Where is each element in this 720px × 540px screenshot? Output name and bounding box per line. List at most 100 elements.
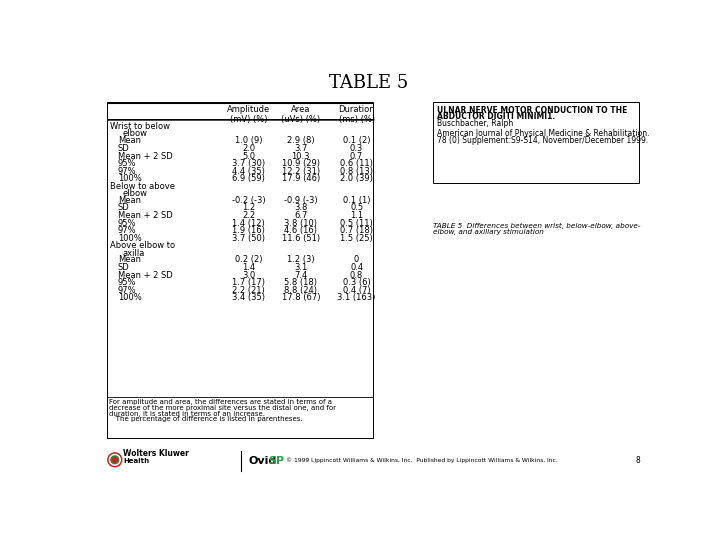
Text: 3.1 (163): 3.1 (163) <box>338 293 376 302</box>
Text: 97%: 97% <box>118 167 137 176</box>
Text: 2.0: 2.0 <box>243 144 256 153</box>
Text: 1.0 (9): 1.0 (9) <box>235 137 263 145</box>
Text: 17.8 (67): 17.8 (67) <box>282 293 320 302</box>
Text: 5.0: 5.0 <box>243 152 256 160</box>
Text: 4.4 (35): 4.4 (35) <box>233 167 265 176</box>
Text: 0.6 (11): 0.6 (11) <box>340 159 373 168</box>
Text: 0.3 (6): 0.3 (6) <box>343 278 371 287</box>
Text: 2.2 (21): 2.2 (21) <box>233 286 265 295</box>
Text: Mean + 2 SD: Mean + 2 SD <box>118 211 173 220</box>
Bar <box>107 102 373 438</box>
Text: 100%: 100% <box>118 293 142 302</box>
Text: Wrist to below: Wrist to below <box>110 122 170 131</box>
Text: 10.3: 10.3 <box>292 152 310 160</box>
Text: 3.8: 3.8 <box>294 204 307 212</box>
Text: -0.9 (-3): -0.9 (-3) <box>284 196 318 205</box>
Text: 12.2 (31): 12.2 (31) <box>282 167 320 176</box>
Text: ULNAR NERVE MOTOR CONDUCTION TO THE: ULNAR NERVE MOTOR CONDUCTION TO THE <box>437 106 628 114</box>
Text: 3.4 (35): 3.4 (35) <box>233 293 266 302</box>
Text: 100%: 100% <box>118 174 142 183</box>
Text: 0.5 (11): 0.5 (11) <box>341 219 373 227</box>
Text: Above elbow to: Above elbow to <box>110 241 175 250</box>
Text: decrease of the more proximal site versus the distal one, and for: decrease of the more proximal site versu… <box>109 405 336 411</box>
Text: Mean: Mean <box>118 255 141 265</box>
Text: 8: 8 <box>636 456 640 465</box>
Text: 0.8 (13): 0.8 (13) <box>340 167 373 176</box>
Text: duration, it is stated in terms of an increase.: duration, it is stated in terms of an in… <box>109 410 266 416</box>
Text: Area
(uVs) (%): Area (uVs) (%) <box>282 105 320 124</box>
Text: 0.5: 0.5 <box>350 204 363 212</box>
Text: The percentage of difference is listed in parentheses.: The percentage of difference is listed i… <box>109 416 303 422</box>
Text: 3.1: 3.1 <box>294 263 307 272</box>
Text: 78 (0) Supplement:S9-S14, November/December 1999.: 78 (0) Supplement:S9-S14, November/Decem… <box>437 136 649 145</box>
Text: Buschbacher, Ralph: Buschbacher, Ralph <box>437 119 513 127</box>
Text: elbow: elbow <box>122 130 148 138</box>
Text: 3.7 (30): 3.7 (30) <box>233 159 266 168</box>
Text: 1.2 (3): 1.2 (3) <box>287 255 315 265</box>
Text: 97%: 97% <box>118 226 137 235</box>
Text: 1.7 (17): 1.7 (17) <box>233 278 266 287</box>
Text: -0.2 (-3): -0.2 (-3) <box>232 196 266 205</box>
Text: Amplitude
(mV) (%): Amplitude (mV) (%) <box>228 105 271 124</box>
Text: 4.6 (16): 4.6 (16) <box>284 226 318 235</box>
Text: 0: 0 <box>354 255 359 265</box>
Text: Below to above: Below to above <box>110 181 175 191</box>
Text: American Journal of Physical Medicine & Rehabilitation.: American Journal of Physical Medicine & … <box>437 130 649 138</box>
Text: 100%: 100% <box>118 234 142 242</box>
Text: Mean: Mean <box>118 196 141 205</box>
Text: Mean + 2 SD: Mean + 2 SD <box>118 271 173 280</box>
Text: 7.4: 7.4 <box>294 271 307 280</box>
Text: 1.4 (12): 1.4 (12) <box>233 219 265 227</box>
Text: 0.4: 0.4 <box>350 263 363 272</box>
Text: 97%: 97% <box>118 286 137 295</box>
Text: 0.7: 0.7 <box>350 152 363 160</box>
Text: TABLE 5  Differences between wrist, below-elbow, above-: TABLE 5 Differences between wrist, below… <box>433 222 641 229</box>
Text: Mean: Mean <box>118 137 141 145</box>
Text: For amplitude and area, the differences are stated in terms of a: For amplitude and area, the differences … <box>109 399 333 405</box>
Text: Health: Health <box>123 458 150 464</box>
Text: SD: SD <box>118 144 130 153</box>
Text: 3.7 (50): 3.7 (50) <box>233 234 266 242</box>
Text: 10.9 (29): 10.9 (29) <box>282 159 320 168</box>
Text: 0.3: 0.3 <box>350 144 363 153</box>
Text: Wolters Kluwer: Wolters Kluwer <box>123 449 189 457</box>
Text: SD: SD <box>118 263 130 272</box>
Text: axilla: axilla <box>122 248 145 258</box>
Circle shape <box>112 457 117 462</box>
Circle shape <box>109 455 120 465</box>
Text: 0.2 (2): 0.2 (2) <box>235 255 263 265</box>
Text: Mean + 2 SD: Mean + 2 SD <box>118 152 173 160</box>
Text: 11.6 (51): 11.6 (51) <box>282 234 320 242</box>
Text: 0.1 (2): 0.1 (2) <box>343 137 370 145</box>
Text: 6.7: 6.7 <box>294 211 307 220</box>
Circle shape <box>111 456 119 464</box>
Text: 1.4: 1.4 <box>243 263 256 272</box>
Text: ABDUCTOR DIGITI MINIMI1.: ABDUCTOR DIGITI MINIMI1. <box>437 112 555 121</box>
Text: 1.1: 1.1 <box>350 211 363 220</box>
Text: TABLE 5: TABLE 5 <box>329 74 409 92</box>
Circle shape <box>108 453 122 467</box>
Text: SP: SP <box>269 456 284 465</box>
Text: Duration
(ms) (%): Duration (ms) (%) <box>338 105 375 124</box>
Text: 95%: 95% <box>118 278 136 287</box>
Text: 0.7 (18): 0.7 (18) <box>340 226 373 235</box>
Text: 95%: 95% <box>118 159 136 168</box>
Text: © 1999 Lippincott Williams & Wilkins, Inc.  Published by Lippincott Williams & W: © 1999 Lippincott Williams & Wilkins, In… <box>286 458 558 463</box>
Text: 0.4 (7): 0.4 (7) <box>343 286 370 295</box>
Text: elbow, and axillary stimulation: elbow, and axillary stimulation <box>433 229 544 235</box>
Text: 0.1 (1): 0.1 (1) <box>343 196 370 205</box>
Text: 2.0 (39): 2.0 (39) <box>340 174 373 183</box>
Text: elbow: elbow <box>122 189 148 198</box>
Text: 3.8 (10): 3.8 (10) <box>284 219 318 227</box>
Text: 2.2: 2.2 <box>243 211 256 220</box>
Text: 3.7: 3.7 <box>294 144 307 153</box>
Text: 1.9 (16): 1.9 (16) <box>233 226 265 235</box>
Text: 6.9 (59): 6.9 (59) <box>233 174 265 183</box>
Text: 0.8: 0.8 <box>350 271 363 280</box>
Bar <box>433 102 639 183</box>
Text: 1.5 (25): 1.5 (25) <box>341 234 373 242</box>
Text: 2.9 (8): 2.9 (8) <box>287 137 315 145</box>
Text: SD: SD <box>118 204 130 212</box>
Text: 5.8 (18): 5.8 (18) <box>284 278 318 287</box>
Text: Ovid: Ovid <box>249 456 277 465</box>
